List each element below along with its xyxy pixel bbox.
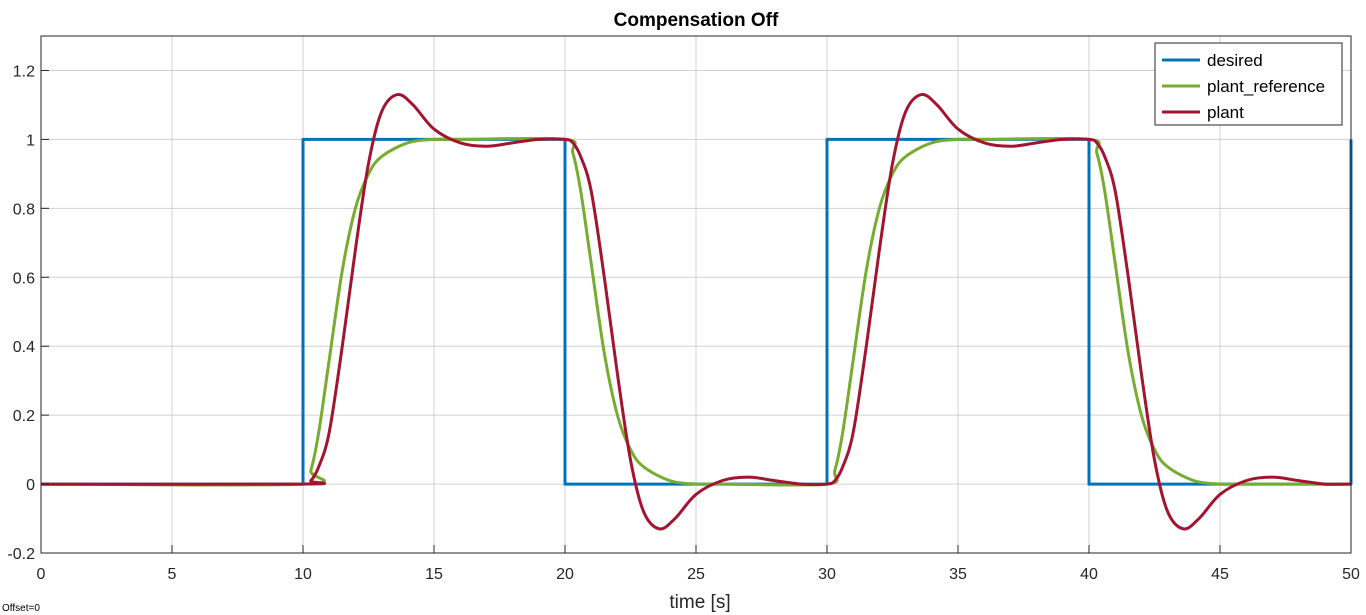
x-tick-label: 40 [1080, 566, 1098, 583]
x-tick-label: 25 [687, 566, 705, 583]
legend-label: plant [1207, 103, 1244, 122]
y-tick-label: 0.6 [13, 270, 35, 287]
chart-title: Compensation Off [614, 10, 779, 31]
y-tick-label: 0.2 [13, 408, 35, 425]
series-line-plant [40, 92, 1352, 531]
y-tick-label: 1.2 [13, 63, 35, 80]
ticks: 0 5 10 15 20 25 30 35 40 45 50-0.200.20.40.60.811.… [7, 63, 1360, 583]
y-tick-label: 0.8 [13, 201, 35, 218]
x-tick-label: 20 [556, 566, 574, 583]
x-tick-label: 5 [168, 566, 177, 583]
offset-annotation: Offset=0 [2, 603, 40, 614]
x-tick-label: 0 [37, 566, 46, 583]
y-tick-label: -0.2 [7, 546, 35, 563]
x-tick-label: 15 [425, 566, 443, 583]
legend-label: plant_reference [1207, 77, 1325, 96]
y-tick-label: 1 [26, 132, 35, 149]
legend-label: desired [1207, 51, 1263, 70]
x-tick-label: 10 [294, 566, 312, 583]
x-tick-label: 35 [949, 566, 967, 583]
x-tick-label: 45 [1211, 566, 1229, 583]
x-tick-label: 50 [1342, 566, 1360, 583]
y-tick-label: 0 [26, 477, 35, 494]
x-tick-label: 30 [818, 566, 836, 583]
series-group [40, 92, 1353, 531]
x-axis-label: time [s] [669, 592, 730, 613]
y-tick-label: 0.4 [13, 339, 35, 356]
